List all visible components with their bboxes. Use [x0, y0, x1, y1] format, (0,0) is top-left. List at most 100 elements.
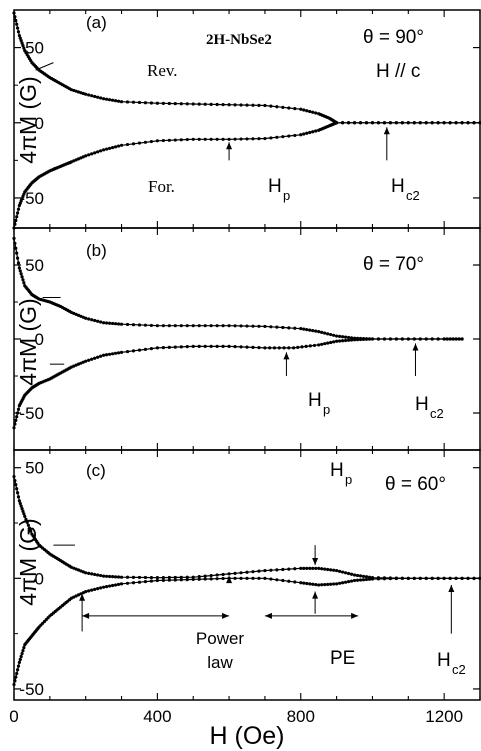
data-point-b-1-46 — [79, 361, 83, 365]
data-point-c-0-16 — [27, 526, 32, 530]
data-point-a-1-86 — [275, 135, 279, 139]
range-arrowhead-left-1 — [264, 612, 272, 619]
data-point-c-1-107 — [349, 579, 354, 583]
data-point-c-0-94 — [311, 566, 315, 570]
data-point-b-0-87 — [281, 325, 285, 330]
data-point-a-0-7 — [18, 36, 22, 40]
panel-a: 50 0 -50 — [12, 9, 481, 230]
data-point-a-1-2 — [14, 218, 18, 223]
data-point-c-1-44 — [74, 594, 78, 598]
data-point-c-0-3 — [15, 487, 19, 491]
data-point-a-1-70 — [179, 138, 183, 142]
data-point-a-0-58 — [113, 99, 118, 103]
data-point-b-1-69 — [173, 345, 177, 349]
data-point-b-0-79 — [233, 324, 237, 328]
data-point-a-1-75 — [209, 137, 213, 141]
data-point-a-1-74 — [203, 137, 207, 141]
pe-label: PE — [330, 648, 355, 669]
data-point-c-1-68 — [167, 578, 171, 582]
data-point-b-1-65 — [149, 347, 154, 351]
data-point-b-0-42 — [69, 310, 73, 314]
data-point-b-0-95 — [314, 329, 318, 333]
data-point-a-1-91 — [302, 132, 306, 136]
data-point-b-1-115 — [376, 337, 381, 341]
data-point-a-1-64 — [143, 140, 148, 144]
data-point-c-1-61 — [125, 581, 130, 585]
data-point-c-0-82 — [251, 570, 255, 574]
panel-c: 500-500 400 800 1200 — [9, 449, 481, 726]
data-point-a-1-132 — [478, 121, 481, 125]
panel-b: 50 0 -50 — [12, 227, 481, 451]
data-point-c-0-63 — [137, 575, 142, 580]
data-point-b-0-98 — [323, 331, 327, 335]
data-point-c-1-75 — [209, 577, 213, 581]
data-point-a-1-71 — [185, 137, 189, 142]
data-point-b-0-45 — [76, 313, 81, 317]
data-point-a-0-81 — [245, 103, 249, 107]
svg-text:H: H — [415, 394, 429, 415]
data-point-a-0-9 — [20, 41, 24, 45]
data-point-b-0-47 — [81, 315, 85, 319]
data-point-b-1-121 — [412, 337, 416, 341]
data-point-b-0-82 — [251, 324, 255, 328]
data-point-c-1-102 — [335, 582, 339, 586]
data-point-c-0-57 — [110, 575, 115, 579]
data-point-b-1-43 — [72, 364, 76, 368]
data-point-a-0-76 — [215, 102, 219, 107]
data-point-a-1-43 — [72, 159, 76, 163]
data-point-a-1-59 — [116, 144, 121, 148]
ytick-label-a-0: 50 — [25, 39, 44, 58]
data-point-a-0-85 — [269, 104, 273, 108]
data-point-c-0-53 — [99, 573, 103, 578]
data-point-a-1-66 — [155, 139, 159, 143]
data-point-c-0-100 — [329, 568, 333, 572]
data-point-b-0-96 — [317, 330, 321, 334]
data-point-b-1-86 — [272, 346, 277, 350]
data-point-c-1-73 — [197, 577, 201, 581]
data-point-c-0-62 — [131, 575, 136, 579]
data-point-b-1-42 — [69, 365, 73, 369]
data-point-b-0-64 — [143, 323, 148, 327]
data-point-c-0-107 — [349, 572, 354, 576]
data-point-b-1-79 — [233, 345, 237, 349]
data-point-b-1-55 — [105, 353, 109, 357]
data-point-b-1-114 — [370, 337, 375, 341]
field-direction-label: H // c — [376, 61, 420, 82]
svg-text:c2: c2 — [452, 662, 466, 677]
data-point-b-0-53 — [99, 320, 103, 324]
data-point-c-0-81 — [245, 570, 249, 574]
data-point-a-0-84 — [263, 103, 267, 108]
ytick-label-a-1: 0 — [35, 114, 44, 133]
data-point-c-1-1 — [13, 679, 17, 683]
data-point-b-1-127 — [445, 337, 449, 341]
data-point-c-0-72 — [191, 575, 195, 579]
data-point-c-0-67 — [161, 575, 165, 580]
data-point-a-1-95 — [314, 129, 318, 133]
data-point-a-1-42 — [69, 160, 73, 164]
data-point-a-1-83 — [257, 137, 261, 141]
data-point-c-1-132 — [478, 576, 481, 580]
data-point-a-1-119 — [400, 121, 404, 125]
data-point-c-1-104 — [340, 581, 345, 585]
svg-text:H: H — [308, 390, 322, 411]
arrowhead-a-0 — [226, 142, 233, 150]
data-point-c-1-122 — [418, 576, 422, 580]
data-point-b-1-108 — [352, 338, 357, 342]
data-point-c-1-109 — [355, 578, 360, 582]
data-point-a-1-68 — [167, 138, 171, 142]
data-point-c-0-88 — [287, 567, 291, 571]
ytick-label-c-2: -50 — [19, 680, 44, 699]
data-point-c-1-3 — [15, 671, 19, 676]
ytick-label-c-1: 0 — [35, 569, 44, 588]
data-point-a-1-45 — [76, 157, 81, 161]
data-point-c-1-69 — [173, 578, 177, 582]
data-point-a-0-80 — [239, 103, 243, 107]
data-point-c-0-64 — [143, 575, 148, 580]
svg-text:c2: c2 — [430, 406, 444, 421]
data-point-a-1-60 — [119, 143, 124, 147]
data-point-c-1-67 — [161, 578, 165, 582]
data-point-b-1-70 — [179, 345, 183, 349]
ytick-label-a-2: -50 — [19, 189, 44, 208]
